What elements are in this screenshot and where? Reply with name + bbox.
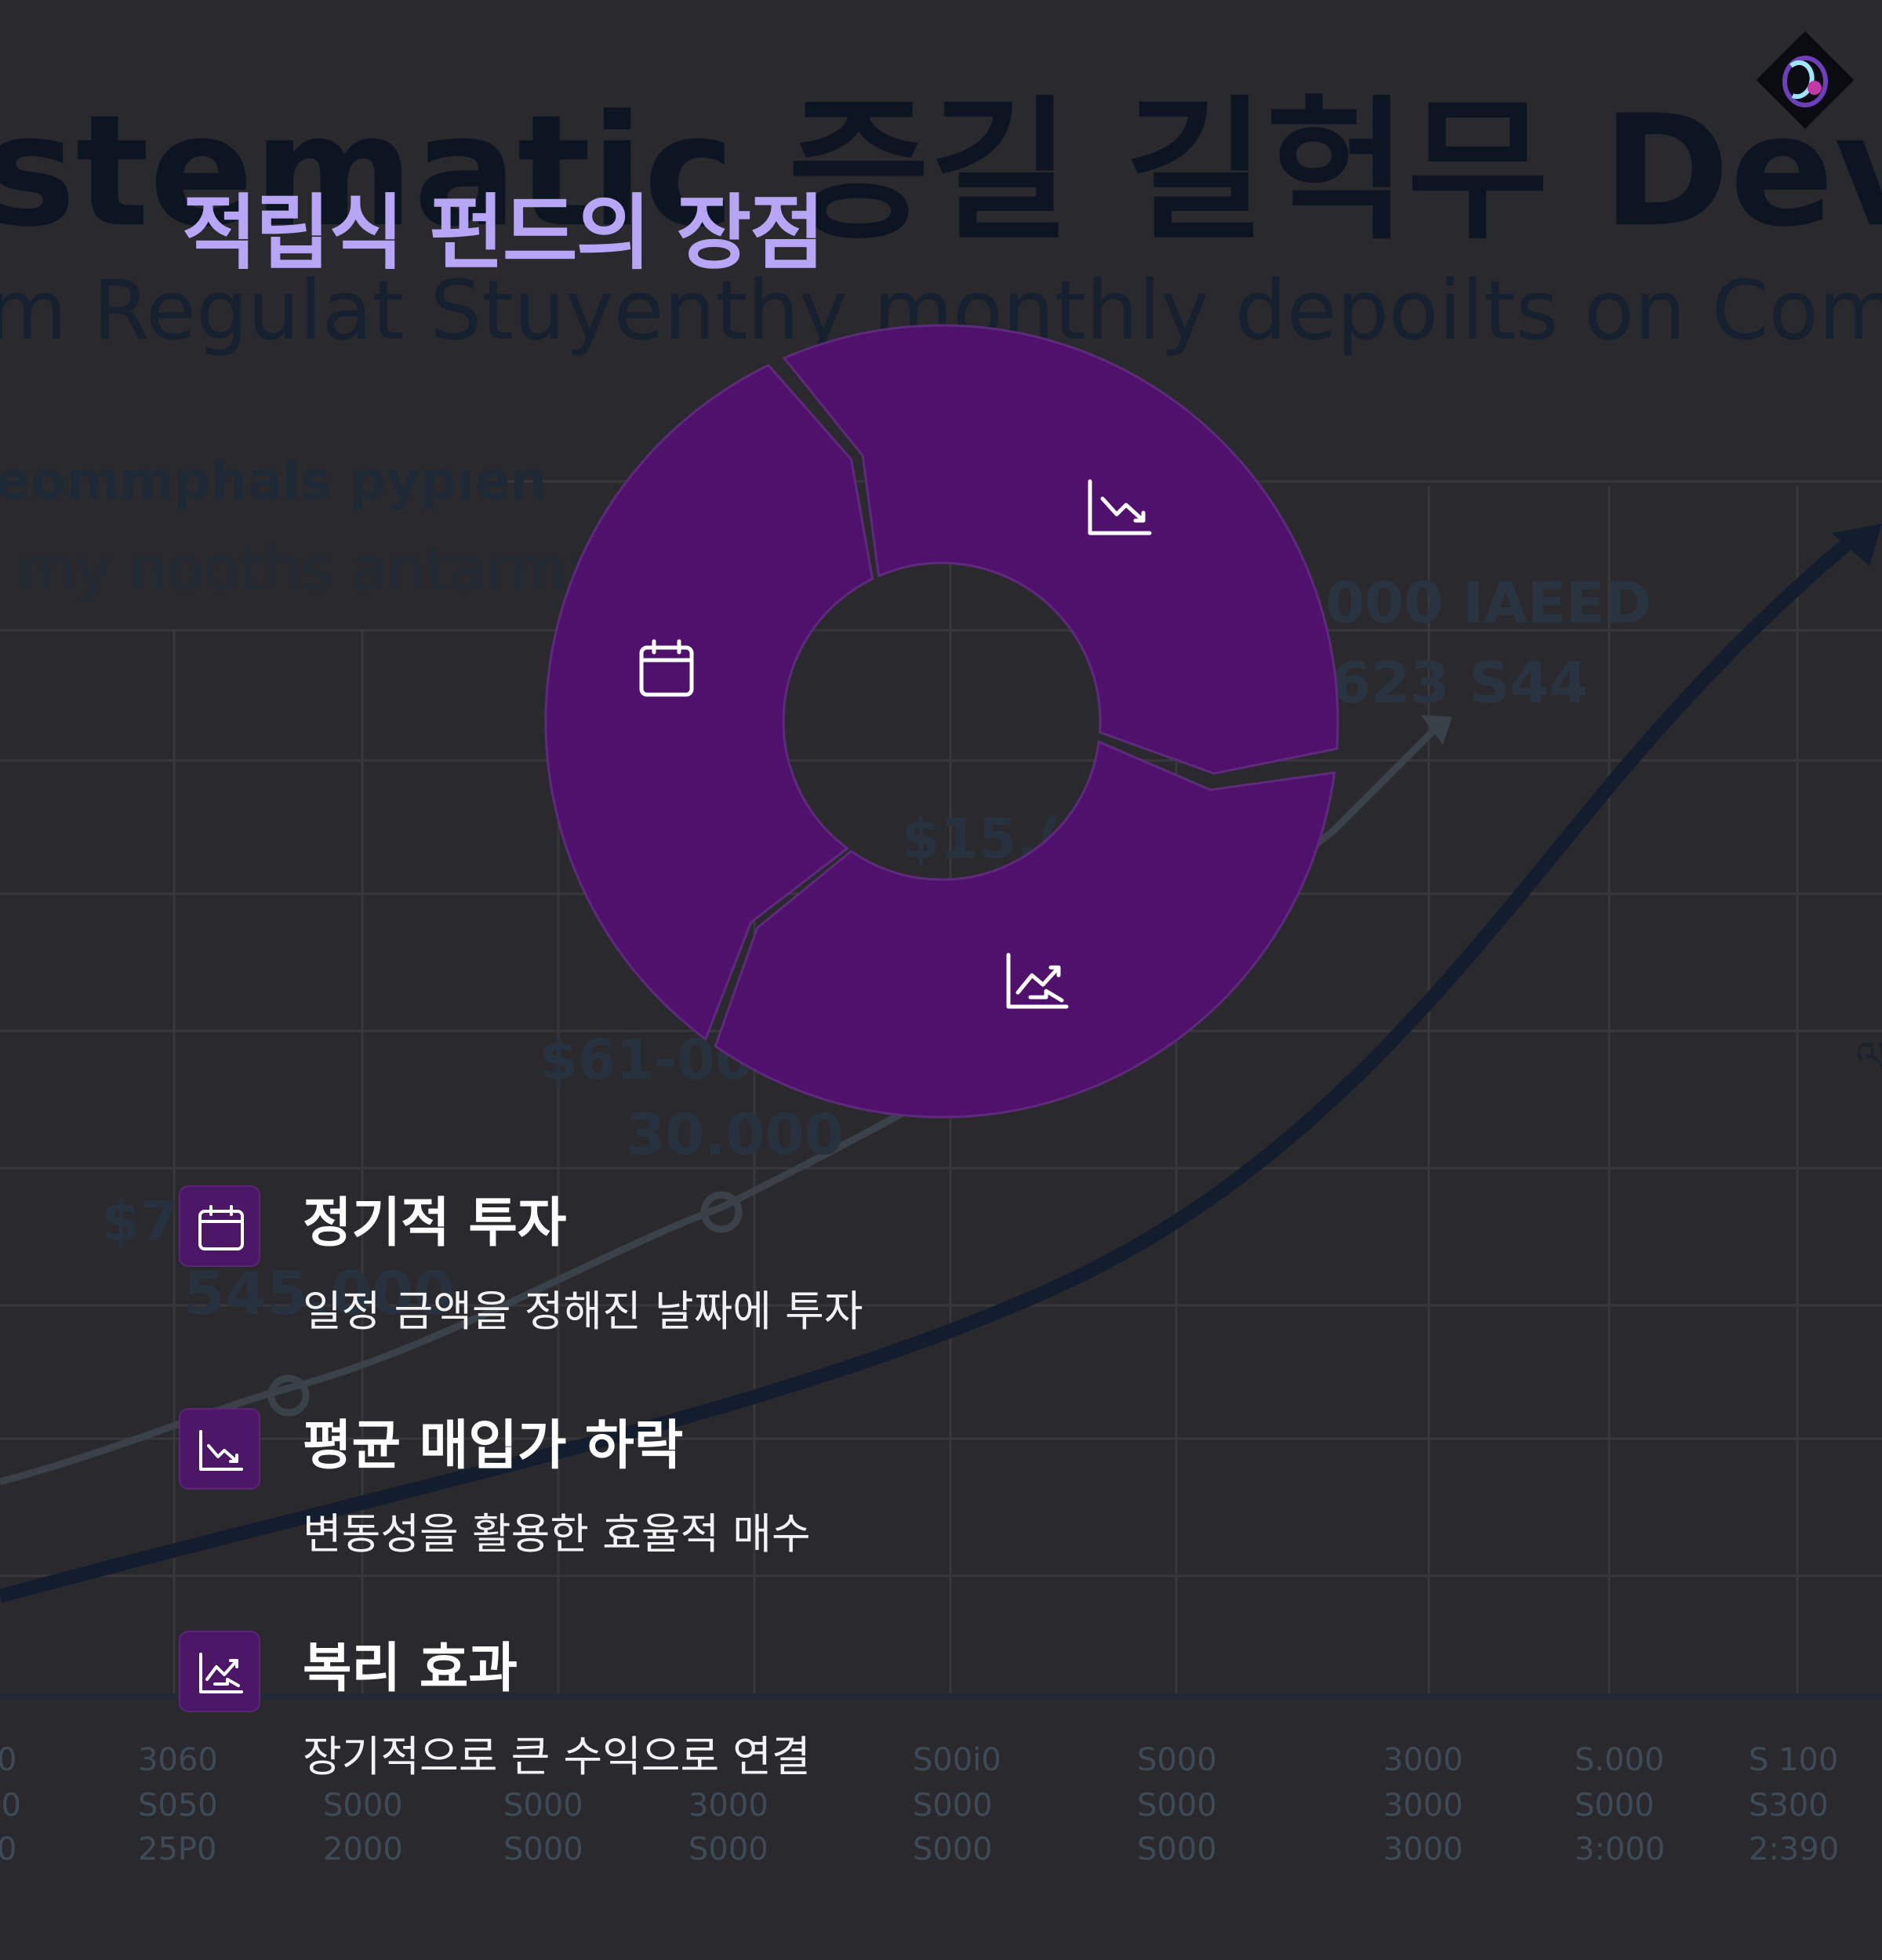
wheel-segment-left bbox=[544, 364, 874, 1041]
background-label: 30.000 bbox=[626, 1102, 844, 1167]
benefit-description: 일정 금액을 정해진 날짜에 투자 bbox=[303, 1287, 863, 1336]
background-label: $7 bbox=[102, 1189, 178, 1254]
benefit-item-lower-average-cost: 평균 매입가 하락 변동성을 활용한 효율적 매수 bbox=[179, 1408, 1355, 1612]
svg-text:S000: S000 bbox=[688, 1831, 768, 1867]
svg-text:S000: S000 bbox=[913, 1788, 993, 1824]
svg-text:S300: S300 bbox=[1749, 1788, 1829, 1824]
background-title: stematic 증길 길헉무 Devest bbox=[0, 82, 1882, 261]
background-point bbox=[267, 1374, 310, 1417]
calendar-icon bbox=[179, 1185, 260, 1267]
page-title: 적립식 펀드의 장점 bbox=[182, 185, 825, 281]
svg-text:00: 00 bbox=[0, 1788, 21, 1824]
svg-text:3000: 3000 bbox=[1383, 1742, 1463, 1778]
svg-text:3:000: 3:000 bbox=[1575, 1831, 1665, 1867]
brand-logo bbox=[1756, 31, 1855, 129]
svg-text:S00i0: S00i0 bbox=[913, 1742, 1001, 1778]
svg-text:S000: S000 bbox=[913, 1831, 993, 1867]
svg-text:0: 0 bbox=[0, 1831, 16, 1867]
svg-text:3000: 3000 bbox=[688, 1788, 768, 1824]
benefit-description: 변동성을 활용한 효율적 매수 bbox=[303, 1509, 811, 1559]
trend-up-icon bbox=[179, 1631, 260, 1712]
trend-down-icon bbox=[179, 1408, 260, 1490]
benefit-description: 장기적으로 큰 수익으로 연결 bbox=[303, 1732, 811, 1781]
background-label: 623 S44 bbox=[1332, 650, 1588, 716]
svg-text:S000: S000 bbox=[1137, 1831, 1217, 1867]
svg-text:S000: S000 bbox=[503, 1788, 583, 1824]
background-heading: eommphals pypıen bbox=[0, 451, 547, 511]
background-axis-labels: 0 00 0 3060 S050 25P0 S000 2000 S000 S00… bbox=[0, 1742, 1839, 1867]
svg-text:3000: 3000 bbox=[1383, 1831, 1463, 1867]
background-label: 000 IAEED bbox=[1325, 570, 1651, 636]
background-main-arrow bbox=[1832, 524, 1882, 566]
svg-text:25P0: 25P0 bbox=[138, 1831, 216, 1867]
svg-text:3060: 3060 bbox=[138, 1742, 218, 1778]
svg-text:2:390: 2:390 bbox=[1749, 1831, 1839, 1867]
background-line: my nooths antarma bbox=[17, 534, 604, 604]
svg-text:S000: S000 bbox=[1575, 1788, 1655, 1824]
benefit-title: 복리 효과 bbox=[303, 1638, 518, 1700]
background-label: ལ bbox=[1855, 1033, 1882, 1083]
svg-text:S000: S000 bbox=[1137, 1788, 1217, 1824]
svg-text:S050: S050 bbox=[138, 1788, 218, 1824]
benefit-item-regular-investment: 정기적 투자 일정 금액을 정해진 날짜에 투자 bbox=[179, 1185, 1355, 1389]
benefit-item-compound-effect: 복리 효과 장기적으로 큰 수익으로 연결 bbox=[179, 1631, 1355, 1835]
svg-text:2000: 2000 bbox=[323, 1831, 403, 1867]
background-point bbox=[700, 1191, 743, 1233]
background-label: 545.000 bbox=[183, 1258, 455, 1328]
svg-text:S 100: S 100 bbox=[1749, 1742, 1838, 1778]
benefit-title: 정기적 투자 bbox=[303, 1192, 567, 1254]
svg-text:S000: S000 bbox=[323, 1788, 403, 1824]
benefit-title: 평균 매입가 하락 bbox=[303, 1415, 684, 1477]
background-main-curve bbox=[0, 535, 1855, 1603]
wheel-segment-bottom bbox=[714, 740, 1336, 1119]
wheel-segment-top bbox=[782, 324, 1339, 775]
svg-text:0: 0 bbox=[0, 1742, 16, 1778]
svg-text:S000: S000 bbox=[503, 1831, 583, 1867]
background-secondary-arrow bbox=[1421, 715, 1452, 745]
svg-text:S.000: S.000 bbox=[1575, 1742, 1664, 1778]
svg-text:3000: 3000 bbox=[1383, 1788, 1463, 1824]
svg-text:S000: S000 bbox=[1137, 1742, 1217, 1778]
